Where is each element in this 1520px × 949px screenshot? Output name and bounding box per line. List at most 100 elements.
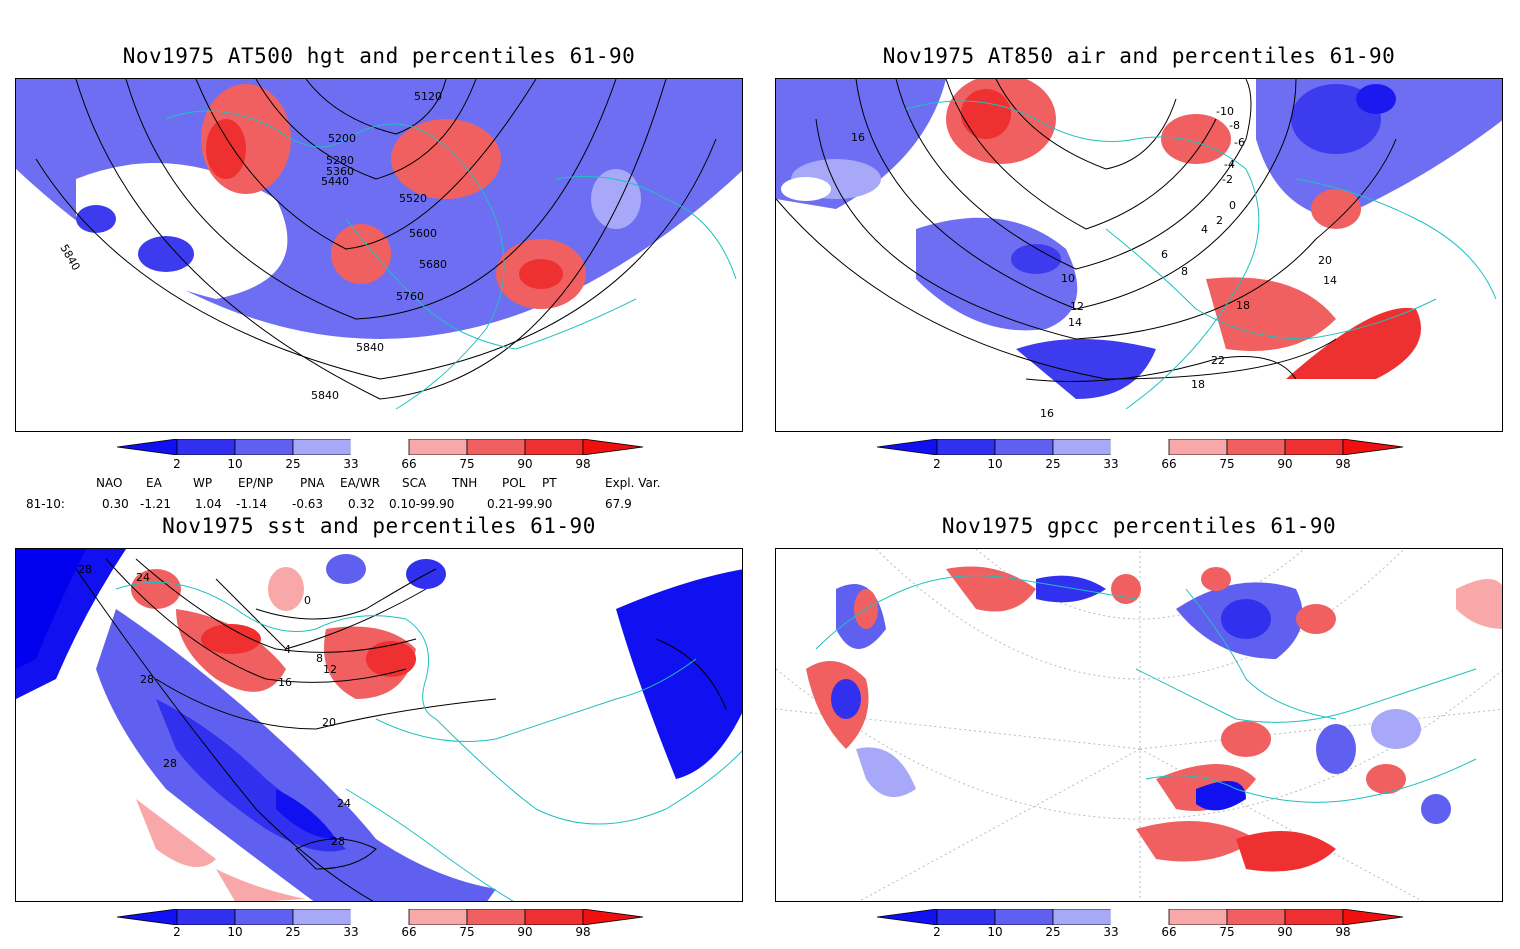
index-value: -0.63 — [292, 497, 324, 511]
contour-label: 12 — [1070, 300, 1084, 313]
contour-label: 5440 — [321, 175, 349, 188]
map-panel-gpcc — [775, 548, 1503, 902]
contour-label: 14 — [1323, 274, 1337, 287]
colorbar-tick: 33 — [1103, 925, 1119, 939]
index-value: -1.14 — [236, 497, 268, 511]
panel-title-air850: Nov1975 AT850 air and percentiles 61-90 — [882, 44, 1396, 68]
contour-label: 5200 — [328, 132, 356, 145]
map-panel-sst: 24 28 0 4 8 12 16 20 24 28 28 28 — [15, 548, 743, 902]
index-header: Expl. Var. — [605, 476, 661, 490]
colorbar-tick: 10 — [987, 457, 1003, 471]
index-value: 1.04 — [195, 497, 222, 511]
panel-title-gpcc: Nov1975 gpcc percentiles 61-90 — [941, 514, 1337, 538]
map-air850: -10 -8 -6 -4 -2 0 2 4 6 8 10 12 14 16 18… — [776, 79, 1502, 429]
index-value: 0.32 — [348, 497, 375, 511]
index-header: EA — [146, 476, 162, 490]
contour-label: -10 — [1216, 105, 1234, 118]
contour-label: 5840 — [311, 389, 339, 402]
index-header: PNA — [300, 476, 325, 490]
contour-label: 5520 — [399, 192, 427, 205]
contour-label: 14 — [1068, 316, 1082, 329]
contour-label: 22 — [1211, 354, 1225, 367]
index-header: PT — [542, 476, 557, 490]
colorbar-tick: 10 — [987, 925, 1003, 939]
contour-label: 28 — [140, 673, 154, 686]
contour-label: 4 — [284, 643, 291, 656]
colorbar-tick: 66 — [1161, 457, 1177, 471]
contour-label: 28 — [163, 757, 177, 770]
colorbar-tick: 66 — [401, 925, 417, 939]
colorbar-tick: 2 — [933, 457, 941, 471]
contour-label: 5600 — [409, 227, 437, 240]
index-value: 0.21-99.90 — [487, 497, 553, 511]
colorbar-tick: 2 — [933, 925, 941, 939]
colorbar-tick: 90 — [517, 925, 533, 939]
contour-label: 5680 — [419, 258, 447, 271]
colorbar-tick: 98 — [1335, 925, 1351, 939]
index-header: NAO — [96, 476, 123, 490]
contour-label: 8 — [1181, 265, 1188, 278]
colorbar-tick: 75 — [459, 457, 475, 471]
colorbar-tick: 2 — [173, 925, 181, 939]
colorbar-tick: 2 — [173, 457, 181, 471]
colorbar-sst: 2 10 25 33 66 75 90 98 — [117, 909, 645, 949]
colorbar-tick: 90 — [1277, 925, 1293, 939]
contour-label: 20 — [322, 716, 336, 729]
colorbar-tick: 90 — [517, 457, 533, 471]
colorbar-gpcc: 2 10 25 33 66 75 90 98 — [877, 909, 1405, 949]
colorbar-tick: 10 — [227, 457, 243, 471]
panel-title-hgt500: Nov1975 AT500 hgt and percentiles 61-90 — [122, 44, 636, 68]
index-value: 0.30 — [102, 497, 129, 511]
colorbar-tick: 90 — [1277, 457, 1293, 471]
contour-label: 28 — [78, 563, 92, 576]
contour-label: 2 — [1216, 214, 1223, 227]
contour-label: 16 — [851, 131, 865, 144]
contour-label: 10 — [1061, 272, 1075, 285]
contour-label: 20 — [1318, 254, 1332, 267]
colorbar-tick: 25 — [285, 457, 301, 471]
colorbar-tick: 75 — [1219, 925, 1235, 939]
contour-label: 18 — [1236, 299, 1250, 312]
contour-label: -2 — [1222, 173, 1233, 186]
index-value: 67.9 — [605, 497, 632, 511]
colorbar-tick: 98 — [575, 457, 591, 471]
contour-label: 16 — [278, 676, 292, 689]
colorbar-tick: 75 — [1219, 457, 1235, 471]
colorbar-tick: 10 — [227, 925, 243, 939]
colorbar-tick: 75 — [459, 925, 475, 939]
index-header: EP/NP — [238, 476, 274, 490]
contour-label: 0 — [304, 594, 311, 607]
colorbar-tick: 98 — [575, 925, 591, 939]
contour-label: 16 — [1040, 407, 1054, 420]
index-value: 0.10-99.90 — [389, 497, 455, 511]
colorbar-tick: 33 — [343, 457, 359, 471]
index-header: WP — [193, 476, 213, 490]
contour-label: 5760 — [396, 290, 424, 303]
contour-label: 4 — [1201, 223, 1208, 236]
index-header: TNH — [452, 476, 478, 490]
map-sst: 24 28 0 4 8 12 16 20 24 28 28 28 — [16, 549, 742, 901]
panel-title-sst: Nov1975 sst and percentiles 61-90 — [162, 514, 596, 538]
colorbar-tick: 25 — [1045, 925, 1061, 939]
index-row-label: 81-10: — [26, 497, 65, 511]
contour-label: 5840 — [356, 341, 384, 354]
index-header: EA/WR — [340, 476, 381, 490]
map-panel-hgt500: 5120 5200 5280 5360 5440 5520 5600 5680 … — [15, 78, 743, 432]
contour-label: 6 — [1161, 248, 1168, 261]
colorbar-tick: 25 — [285, 925, 301, 939]
contour-label: 24 — [136, 571, 150, 584]
contour-label: -8 — [1229, 119, 1240, 132]
colorbar-air850: 2 10 25 33 66 75 90 98 — [877, 439, 1405, 479]
colorbar-tick: 33 — [1103, 457, 1119, 471]
index-header: SCA — [402, 476, 427, 490]
colorbar-tick: 33 — [343, 925, 359, 939]
colorbar-tick: 66 — [401, 457, 417, 471]
contour-label: 28 — [331, 835, 345, 848]
contour-label: -4 — [1224, 158, 1235, 171]
contour-label: 12 — [323, 663, 337, 676]
contour-label: 24 — [337, 797, 351, 810]
contour-label: 5360 — [326, 165, 354, 178]
index-value: -1.21 — [140, 497, 172, 511]
colorbar-hgt500: 2 10 25 33 66 75 90 98 — [117, 439, 645, 479]
contour-label: 5280 — [326, 154, 354, 167]
